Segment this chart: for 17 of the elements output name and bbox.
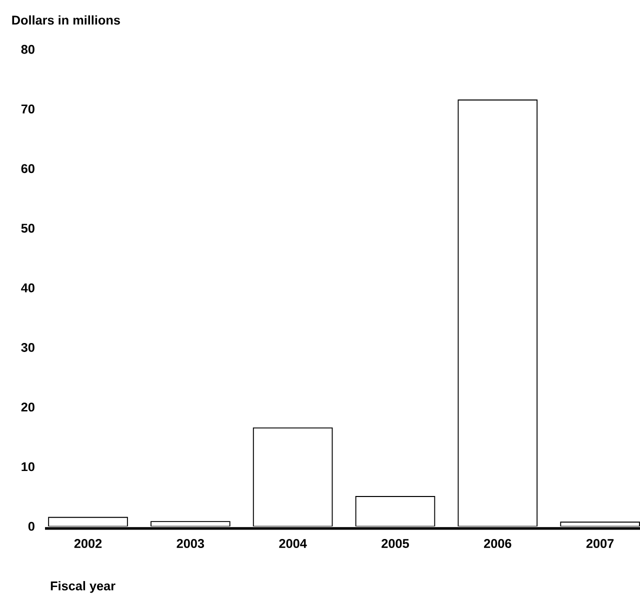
- y-tick-label: 70: [21, 104, 34, 114]
- x-tick-label: 2003: [176, 539, 204, 548]
- x-tick-label: 2005: [382, 539, 409, 548]
- x-tick-label: 2006: [484, 539, 512, 548]
- y-tick-label: 0: [28, 522, 34, 531]
- y-axis-title: Dollars in millions: [12, 15, 120, 25]
- x-axis-title: Fiscal year: [50, 581, 116, 593]
- x-tick-label: 2002: [74, 539, 102, 548]
- y-tick-label: 60: [21, 164, 34, 174]
- y-tick-label: 50: [21, 224, 34, 233]
- x-tick-label: 2007: [586, 539, 614, 548]
- y-tick-label: 30: [21, 342, 34, 352]
- y-tick-label: 10: [22, 462, 34, 472]
- y-tick-label: 20: [21, 402, 34, 412]
- y-tick-label: 80: [21, 44, 34, 54]
- y-tick-label: 40: [21, 283, 34, 292]
- x-tick-label: 2004: [279, 539, 307, 548]
